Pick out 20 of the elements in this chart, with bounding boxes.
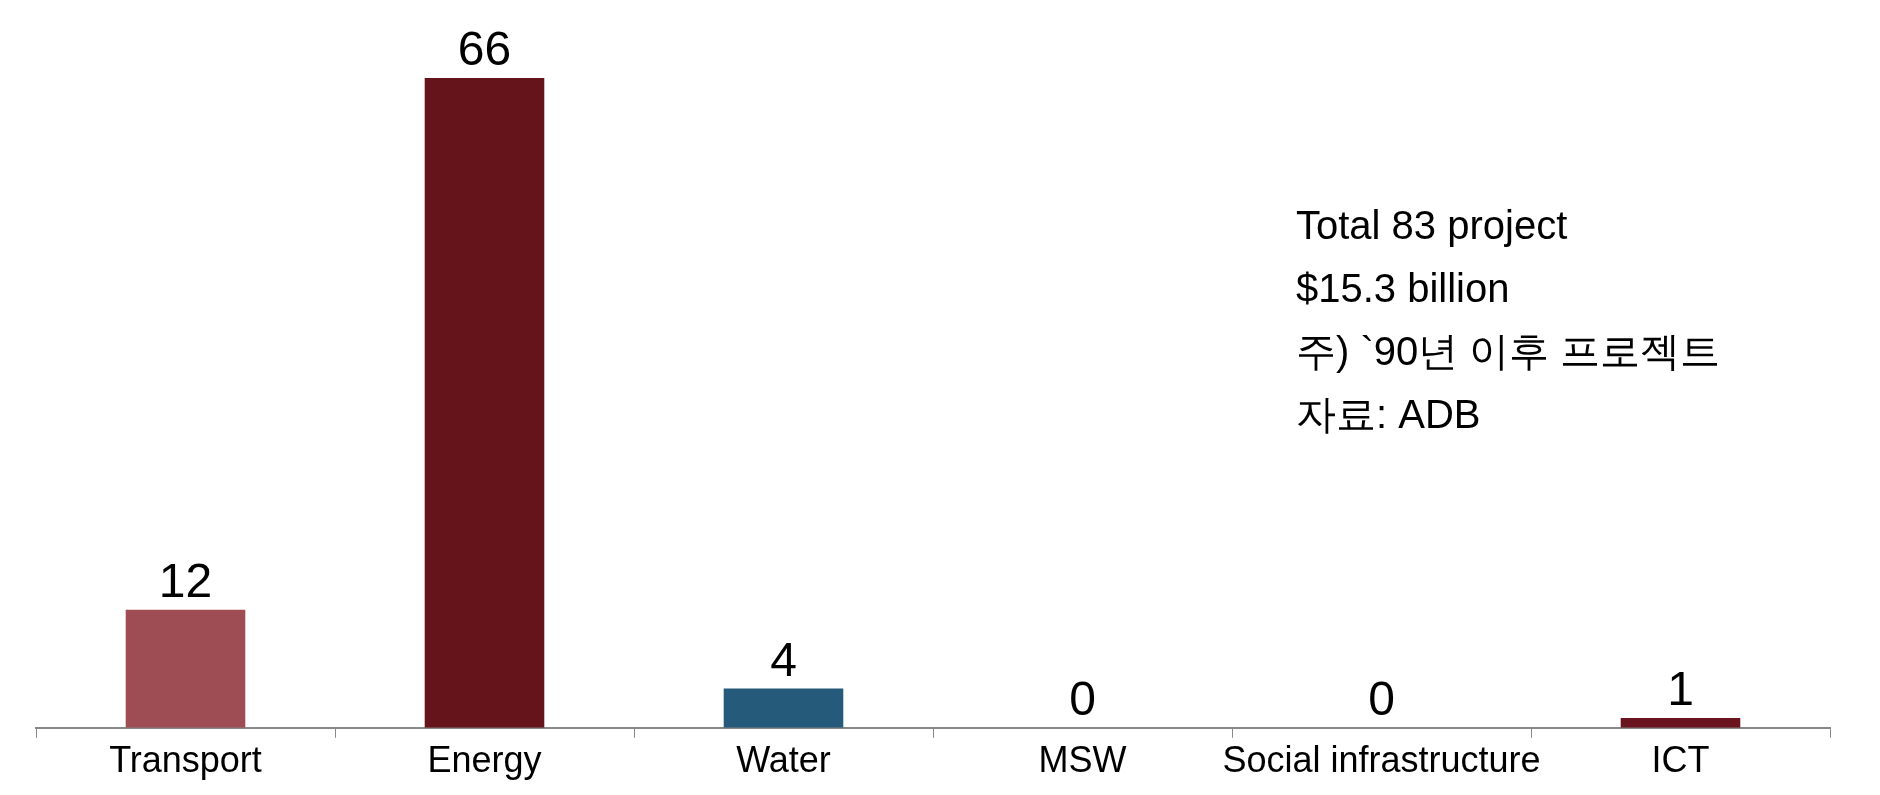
- annotation: Total 83 project: [1296, 202, 1569, 249]
- x-tick-label: MSW: [1038, 739, 1127, 781]
- x-tick-label: Energy: [427, 739, 542, 781]
- data-label: 66: [457, 22, 512, 76]
- x-tick-label: Transport: [109, 739, 262, 781]
- annotation: 자료: ADB: [1296, 391, 1482, 438]
- bar: [1620, 717, 1741, 728]
- x-tick-label: Water: [736, 739, 831, 781]
- bar: [125, 609, 246, 728]
- data-label: 4: [770, 632, 797, 686]
- annotation: $15.3 billion: [1296, 265, 1511, 312]
- x-tick-label: ICT: [1651, 739, 1710, 781]
- data-label: 0: [1069, 672, 1096, 726]
- bar: [424, 78, 545, 728]
- x-tick-label: Social infrastructure: [1222, 739, 1541, 781]
- annotation: 주) `90년 이후 프로젝트: [1296, 328, 1721, 375]
- data-label: 0: [1368, 672, 1395, 726]
- data-label: 12: [158, 553, 213, 607]
- data-label: 1: [1667, 662, 1694, 716]
- bar: [723, 688, 844, 728]
